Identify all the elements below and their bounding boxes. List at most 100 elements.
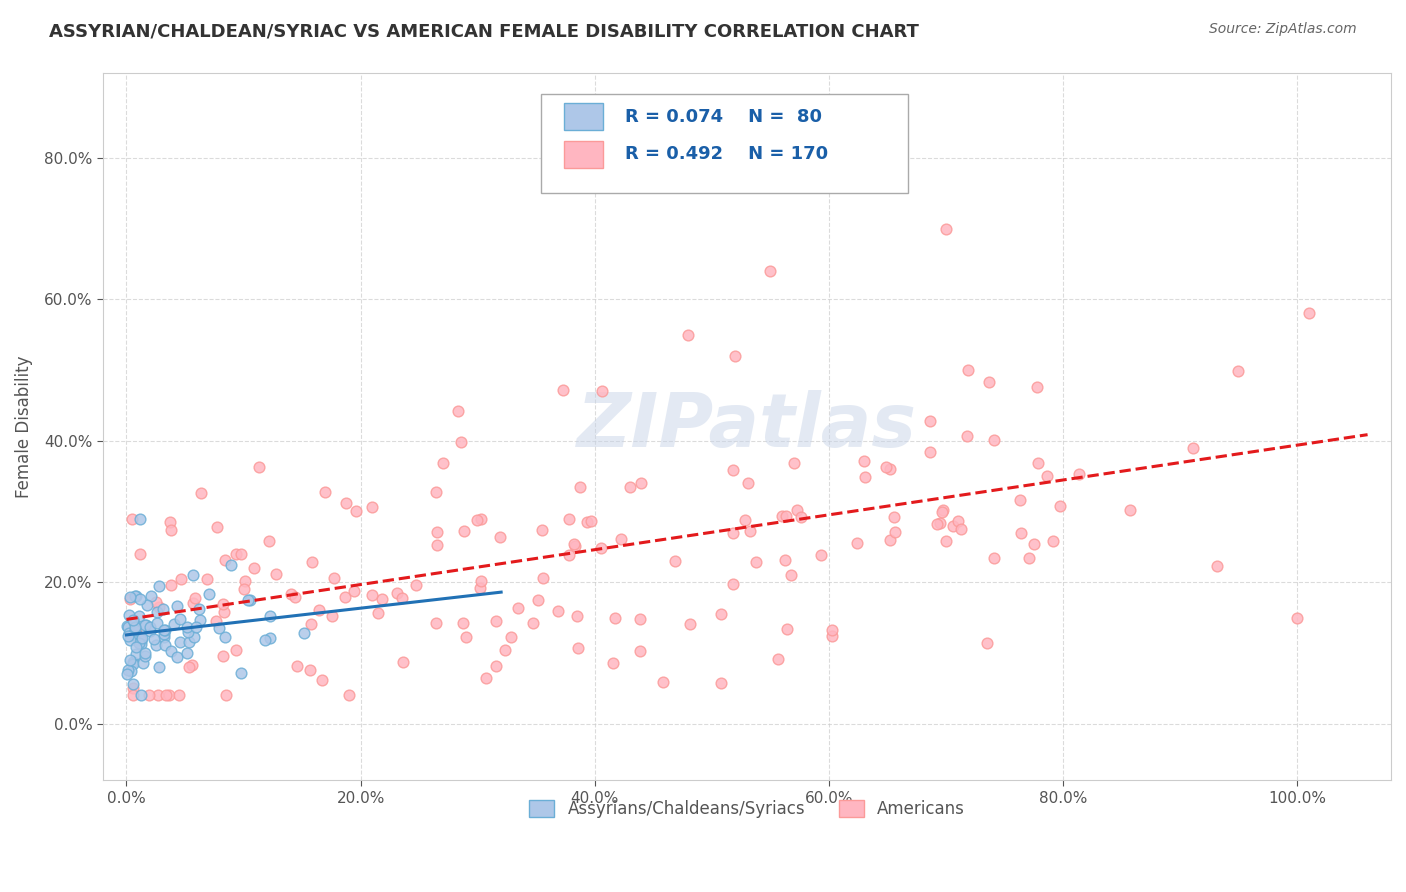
Point — [134, 617, 156, 632]
Point — [124, 648, 146, 662]
Point — [253, 633, 276, 648]
Point — [370, 592, 392, 607]
Point — [499, 630, 522, 644]
Point — [852, 453, 875, 467]
Point — [160, 644, 183, 658]
Point — [339, 689, 361, 703]
Point — [425, 485, 447, 500]
Point — [215, 689, 238, 703]
Point — [724, 349, 747, 363]
Point — [122, 681, 145, 696]
Point — [679, 616, 702, 631]
Point — [602, 656, 624, 670]
Point — [152, 602, 174, 616]
Point — [385, 586, 408, 600]
Point — [184, 620, 207, 634]
Point — [163, 616, 186, 631]
Point — [575, 515, 598, 529]
Point — [181, 596, 204, 610]
Point — [115, 666, 138, 681]
Point — [131, 637, 153, 651]
Point — [128, 636, 150, 650]
Point — [155, 689, 177, 703]
Point — [883, 510, 905, 524]
Point — [146, 605, 169, 619]
Point — [124, 622, 146, 636]
Point — [551, 384, 574, 398]
Point — [845, 535, 868, 549]
Point — [187, 602, 209, 616]
Point — [450, 434, 472, 449]
Point — [231, 665, 253, 680]
Point — [976, 636, 998, 650]
Point — [264, 567, 287, 582]
Point — [875, 460, 897, 475]
Point — [361, 500, 384, 514]
Point — [212, 649, 235, 664]
Point — [883, 524, 905, 539]
Point — [333, 591, 356, 605]
Point — [207, 520, 229, 534]
Point — [920, 445, 942, 459]
Point — [219, 558, 242, 572]
Point — [299, 617, 322, 632]
Point — [344, 504, 367, 518]
Point — [949, 522, 972, 536]
Text: ZIPatlas: ZIPatlas — [576, 390, 917, 463]
Point — [188, 613, 211, 627]
Point — [131, 689, 153, 703]
Point — [184, 591, 207, 606]
Point — [776, 622, 799, 636]
Point — [238, 593, 260, 607]
Point — [118, 590, 141, 604]
Point — [475, 671, 498, 685]
Point — [280, 586, 302, 600]
Point — [630, 475, 652, 490]
Point — [564, 539, 586, 553]
Point — [212, 605, 235, 619]
Point — [651, 674, 673, 689]
Point — [131, 656, 153, 670]
Point — [766, 651, 789, 665]
Point — [176, 620, 198, 634]
Point — [204, 614, 226, 628]
Point — [134, 649, 156, 664]
Point — [145, 638, 167, 652]
Point — [405, 578, 427, 592]
Point — [925, 517, 948, 532]
Point — [527, 593, 550, 607]
Point — [311, 673, 333, 687]
Point — [121, 512, 143, 526]
Text: R = 0.074    N =  80: R = 0.074 N = 80 — [624, 108, 821, 126]
Point — [135, 618, 157, 632]
FancyBboxPatch shape — [564, 103, 603, 130]
Point — [931, 504, 953, 518]
Point — [239, 593, 262, 607]
FancyBboxPatch shape — [541, 95, 908, 194]
Point — [321, 609, 343, 624]
Point — [737, 475, 759, 490]
Point — [138, 689, 160, 703]
Point — [456, 630, 478, 644]
Point — [432, 456, 454, 470]
Point — [957, 363, 980, 377]
Point — [522, 616, 544, 631]
Point — [128, 548, 150, 562]
Point — [229, 547, 252, 561]
Point — [942, 519, 965, 533]
Point — [129, 632, 152, 647]
Point — [470, 574, 492, 589]
Point — [603, 611, 626, 625]
Point — [426, 524, 449, 539]
Point — [298, 663, 321, 677]
Point — [233, 574, 256, 588]
Point — [775, 508, 797, 523]
Point — [723, 463, 745, 477]
Point — [152, 624, 174, 638]
Point — [820, 629, 842, 643]
Y-axis label: Female Disability: Female Disability — [15, 355, 32, 498]
Point — [557, 512, 579, 526]
Point — [932, 503, 955, 517]
Point — [426, 538, 449, 552]
Point — [565, 609, 588, 624]
